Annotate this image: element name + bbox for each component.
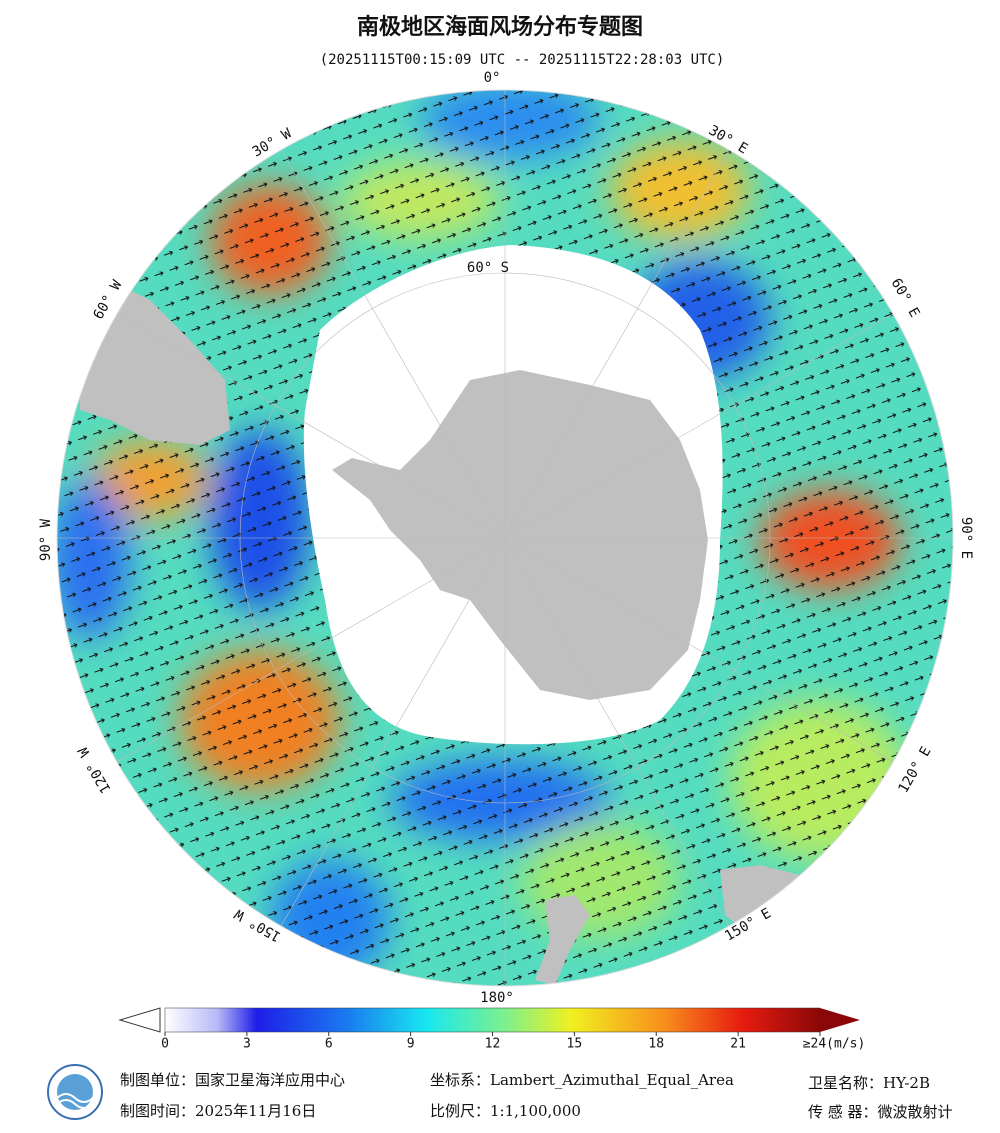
colorbar-gradient [164, 1007, 821, 1033]
colorbar-tick-label: 18 [648, 1037, 664, 1052]
longitude-label: 90° E [958, 517, 974, 559]
colorbar-tick-label: 0 [161, 1037, 169, 1052]
longitude-label: 90° W [38, 518, 54, 561]
longitude-label: 0° [484, 70, 501, 86]
projection: 坐标系：Lambert_Azimuthal_Equal_Area [430, 1071, 734, 1089]
logo [47, 1064, 103, 1120]
longitude-label: 120° W [75, 744, 114, 796]
longitude-label: 180° [480, 990, 514, 1006]
longitude-label: 120° E [895, 744, 934, 796]
colorbar-tick-label: 3 [243, 1037, 251, 1052]
colorbar-tick-label: 9 [407, 1037, 415, 1052]
colorbar: 0 3 6 9 12 15 18 21 ≥24(m/s) [118, 1007, 866, 1052]
colorbar-tick-label: 6 [325, 1037, 333, 1052]
colorbar-under [118, 1007, 161, 1033]
map-scale: 比例尺：1:1,100,000 [430, 1102, 581, 1120]
colorbar-tick-label: 21 [730, 1037, 746, 1052]
colorbar-over [820, 1008, 860, 1032]
subtitle: (20251115T00:15:09 UTC -- 20251115T22:28… [320, 52, 725, 68]
latitude-label: 60° S [467, 260, 509, 276]
map-date: 制图时间：2025年11月16日 [120, 1102, 316, 1120]
colorbar-tick-label: ≥24(m/s) [803, 1037, 866, 1052]
wind-map [57, 90, 953, 986]
title: 南极地区海面风场分布专题图 [357, 14, 643, 40]
satellite: 卫星名称：HY-2B [808, 1074, 930, 1092]
colorbar-tick-label: 15 [567, 1037, 583, 1052]
colorbar-tick-label: 12 [485, 1037, 501, 1052]
organization: 制图单位：国家卫星海洋应用中心 [120, 1071, 345, 1089]
sensor: 传 感 器：微波散射计 [808, 1103, 953, 1121]
